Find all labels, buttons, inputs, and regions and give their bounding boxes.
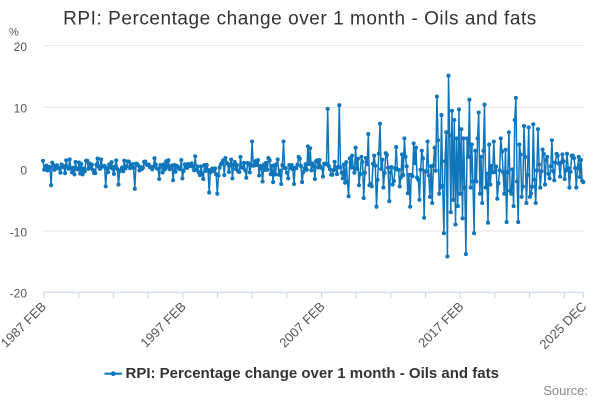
svg-text:RPI: Percentage change over 1: RPI: Percentage change over 1 month - Oi…: [63, 8, 537, 29]
svg-text:20: 20: [14, 40, 28, 54]
svg-text:RPI: Percentage change over 1: RPI: Percentage change over 1 month - Oi…: [126, 365, 499, 382]
svg-text:-20: -20: [10, 287, 28, 301]
svg-text:%: %: [9, 27, 19, 39]
svg-text:10: 10: [14, 102, 28, 116]
svg-text:-10: -10: [10, 225, 28, 239]
svg-text:Source:: Source:: [543, 383, 588, 398]
svg-text:0: 0: [20, 164, 27, 178]
